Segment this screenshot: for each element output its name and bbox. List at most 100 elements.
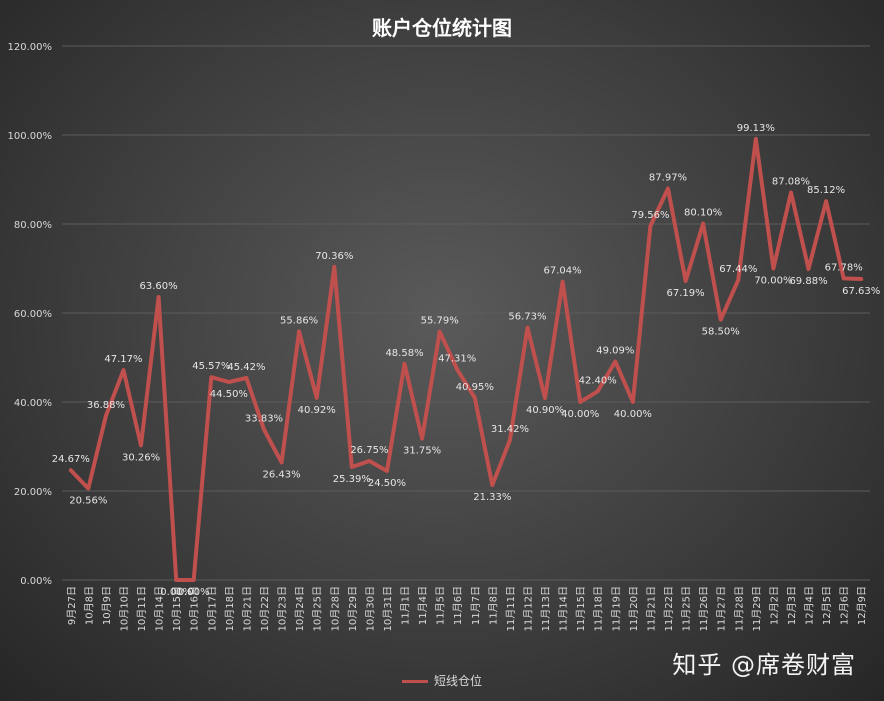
- data-label: 67.19%: [666, 288, 704, 299]
- data-point: [157, 295, 161, 299]
- data-point: [824, 199, 828, 203]
- data-label: 40.00%: [614, 409, 652, 420]
- data-label: 31.42%: [491, 424, 529, 435]
- data-label: 45.57%: [192, 361, 230, 372]
- x-tick-label: 11月20日: [628, 586, 640, 631]
- x-tick-label: 10月11日: [136, 586, 148, 631]
- data-label: 55.86%: [280, 315, 318, 326]
- data-point: [701, 222, 705, 226]
- data-point: [174, 578, 178, 582]
- x-tick-label: 10月29日: [347, 586, 359, 631]
- data-label: 56.73%: [508, 312, 546, 323]
- data-label: 48.58%: [385, 348, 423, 359]
- data-label: 87.97%: [649, 173, 687, 184]
- data-label: 67.63%: [842, 286, 880, 297]
- data-label: 40.90%: [526, 405, 564, 416]
- data-point: [244, 376, 248, 380]
- data-point: [227, 380, 231, 384]
- data-point: [859, 277, 863, 281]
- data-label: 40.92%: [298, 405, 336, 416]
- x-tick-label: 10月24日: [294, 586, 306, 631]
- data-point: [403, 362, 407, 366]
- data-point: [350, 465, 354, 469]
- y-tick-label: 80.00%: [14, 220, 52, 231]
- data-point: [666, 187, 670, 191]
- data-label: 58.50%: [702, 327, 740, 338]
- data-point: [561, 280, 565, 284]
- x-tick-label: 10月14日: [154, 586, 166, 631]
- x-tick-label: 10月31日: [382, 586, 394, 631]
- data-point: [262, 427, 266, 431]
- data-label: 0.00%: [178, 587, 210, 598]
- x-tick-label: 11月15日: [575, 586, 587, 631]
- x-tick-label: 11月26日: [698, 586, 710, 631]
- x-tick-label: 10月23日: [277, 586, 289, 631]
- x-tick-label: 11月7日: [470, 586, 482, 625]
- legend-swatch: [401, 680, 428, 683]
- x-tick-label: 10月25日: [312, 586, 324, 631]
- data-label: 26.43%: [262, 469, 300, 480]
- x-tick-label: 11月27日: [716, 586, 728, 631]
- data-point: [121, 368, 125, 372]
- data-point: [807, 267, 811, 271]
- data-label: 40.95%: [456, 382, 494, 393]
- data-point: [789, 190, 793, 194]
- data-point: [525, 326, 529, 330]
- data-label: 79.56%: [631, 210, 669, 221]
- y-tick-label: 0.00%: [20, 576, 52, 587]
- data-point: [543, 396, 547, 400]
- chart-title: 账户仓位统计图: [372, 16, 512, 40]
- data-point: [490, 483, 494, 487]
- x-tick-label: 10月28日: [329, 586, 341, 631]
- data-label: 47.31%: [438, 353, 476, 364]
- data-label: 49.09%: [596, 346, 634, 357]
- data-label: 70.00%: [754, 276, 792, 287]
- data-label: 25.39%: [333, 474, 371, 485]
- data-label: 69.88%: [789, 276, 827, 287]
- data-label: 47.17%: [104, 354, 142, 365]
- x-tick-label: 12月3日: [786, 586, 798, 625]
- data-label: 70.36%: [315, 251, 353, 262]
- data-point: [648, 224, 652, 228]
- x-tick-label: 11月28日: [733, 586, 745, 631]
- data-point: [578, 400, 582, 404]
- data-point: [508, 438, 512, 442]
- data-point: [104, 414, 108, 418]
- data-point: [280, 460, 284, 464]
- data-point: [754, 137, 758, 141]
- data-label: 67.04%: [544, 266, 582, 277]
- x-tick-label: 11月11日: [505, 586, 517, 631]
- data-label: 36.88%: [87, 400, 125, 411]
- x-tick-label: 12月2日: [768, 586, 780, 625]
- x-tick-label: 11月6日: [452, 586, 464, 625]
- data-point: [385, 469, 389, 473]
- data-point: [297, 329, 301, 333]
- y-tick-label: 100.00%: [8, 131, 53, 142]
- data-point: [86, 487, 90, 491]
- data-label: 24.67%: [52, 454, 90, 465]
- data-point: [69, 468, 73, 472]
- watermark-text: 知乎 @席卷财富: [672, 651, 856, 679]
- data-label: 45.42%: [227, 362, 265, 373]
- x-tick-label: 11月12日: [522, 586, 534, 631]
- data-point: [736, 278, 740, 282]
- data-label: 33.83%: [245, 413, 283, 424]
- x-tick-label: 11月19日: [610, 586, 622, 631]
- data-label: 30.26%: [122, 452, 160, 463]
- x-tick-label: 11月22日: [663, 586, 675, 631]
- data-point: [455, 367, 459, 371]
- x-tick-label: 10月17日: [206, 586, 218, 631]
- data-label: 63.60%: [140, 281, 178, 292]
- x-tick-label: 12月4日: [804, 586, 816, 625]
- x-tick-label: 10月30日: [364, 586, 376, 631]
- x-tick-label: 11月5日: [435, 586, 447, 625]
- data-label: 20.56%: [69, 496, 107, 507]
- x-tick-label: 9月27日: [66, 586, 78, 625]
- data-label: 21.33%: [473, 492, 511, 503]
- data-label: 67.78%: [825, 262, 863, 273]
- x-tick-label: 12月5日: [821, 586, 833, 625]
- data-point: [420, 437, 424, 441]
- x-tick-label: 11月13日: [540, 586, 552, 631]
- data-point: [473, 396, 477, 400]
